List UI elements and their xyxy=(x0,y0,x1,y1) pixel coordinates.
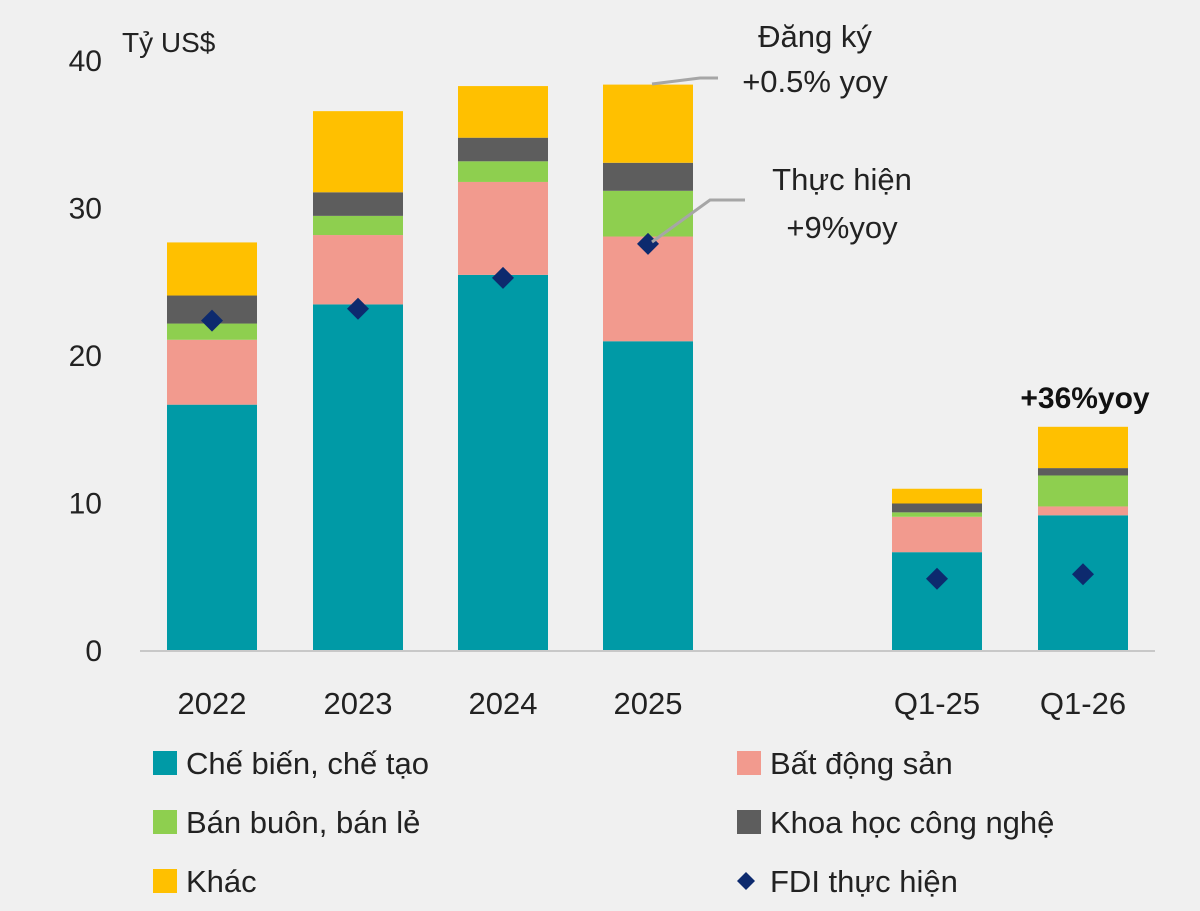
bar-segment xyxy=(1038,506,1128,516)
bar-segment xyxy=(167,242,257,296)
bar-segment xyxy=(892,552,982,651)
bar-segment xyxy=(167,404,257,651)
fdi-marker xyxy=(492,266,514,289)
q1-growth-label: +36%yoy xyxy=(1020,382,1150,415)
y-tick-label: 40 xyxy=(69,45,102,78)
x-axis-labels: 2022 2023 2024 2025 Q1-25 Q1-26 xyxy=(178,686,1127,721)
bar-segment xyxy=(167,323,257,340)
bar-segment xyxy=(1038,475,1128,507)
disbursed-label: Thực hiện xyxy=(772,162,912,197)
x-tick-label: Q1-26 xyxy=(1040,686,1126,721)
legend-swatch xyxy=(737,751,761,775)
bar-segment xyxy=(603,190,693,237)
fdi-markers xyxy=(201,232,1094,590)
registered-growth: +0.5% yoy xyxy=(742,64,888,99)
bar-segment xyxy=(603,162,693,191)
bar-segment xyxy=(458,181,548,275)
bar-segment xyxy=(313,215,403,236)
x-tick-label: Q1-25 xyxy=(894,686,980,721)
legend-swatch xyxy=(737,872,755,890)
legend-label: FDI thực hiện xyxy=(770,864,958,899)
bar-segment xyxy=(892,512,982,517)
y-tick-label: 30 xyxy=(69,193,102,226)
disbursed-growth: +9%yoy xyxy=(786,210,898,245)
registered-callout-line xyxy=(651,76,718,86)
fdi-marker xyxy=(201,309,223,332)
y-tick-label: 20 xyxy=(69,340,102,373)
bars xyxy=(167,84,1128,651)
bar-segment xyxy=(313,192,403,216)
legend: Chế biến, chế tạo Bất động sản Bán buôn, b… xyxy=(153,746,1054,899)
y-tick-label: 0 xyxy=(85,635,102,668)
disbursed-callout-line xyxy=(651,198,745,244)
legend-label: Khoa học công nghệ xyxy=(770,805,1054,840)
legend-label: Khác xyxy=(186,864,257,899)
fdi-marker xyxy=(1072,563,1094,586)
x-tick-label: 2022 xyxy=(178,686,247,721)
bar-segment xyxy=(167,339,257,405)
bar-segment xyxy=(313,235,403,305)
bar-segment xyxy=(458,274,548,651)
legend-label: Bán buôn, bán lẻ xyxy=(186,805,420,840)
x-tick-label: 2025 xyxy=(614,686,683,721)
fdi-marker xyxy=(637,232,659,255)
bar-segment xyxy=(458,161,548,182)
registered-label: Đăng ký xyxy=(758,19,872,54)
x-tick-label: 2023 xyxy=(324,686,393,721)
bar-segment xyxy=(458,137,548,162)
legend-swatch xyxy=(737,810,761,834)
legend-label: Chế biến, chế tạo xyxy=(186,746,429,781)
x-tick-label: 2024 xyxy=(469,686,538,721)
bar-segment xyxy=(603,341,693,651)
fdi-marker xyxy=(347,297,369,320)
bar-segment xyxy=(313,304,403,651)
bar-segment xyxy=(1038,426,1128,469)
y-tick-label: 10 xyxy=(69,488,102,521)
bar-segment xyxy=(1038,468,1128,476)
bar-segment xyxy=(313,111,403,193)
bar-segment xyxy=(892,503,982,513)
y-axis: 0 10 20 30 40 xyxy=(69,45,102,668)
legend-swatch xyxy=(153,810,177,834)
bar-segment xyxy=(603,84,693,163)
unit-label: Tỷ US$ xyxy=(122,27,216,58)
bar-segment xyxy=(458,86,548,138)
legend-swatch xyxy=(153,751,177,775)
legend-label: Bất động sản xyxy=(770,746,953,781)
bar-segment xyxy=(892,488,982,504)
legend-swatch xyxy=(153,869,177,893)
bar-segment xyxy=(892,516,982,553)
fdi-marker xyxy=(926,567,948,590)
